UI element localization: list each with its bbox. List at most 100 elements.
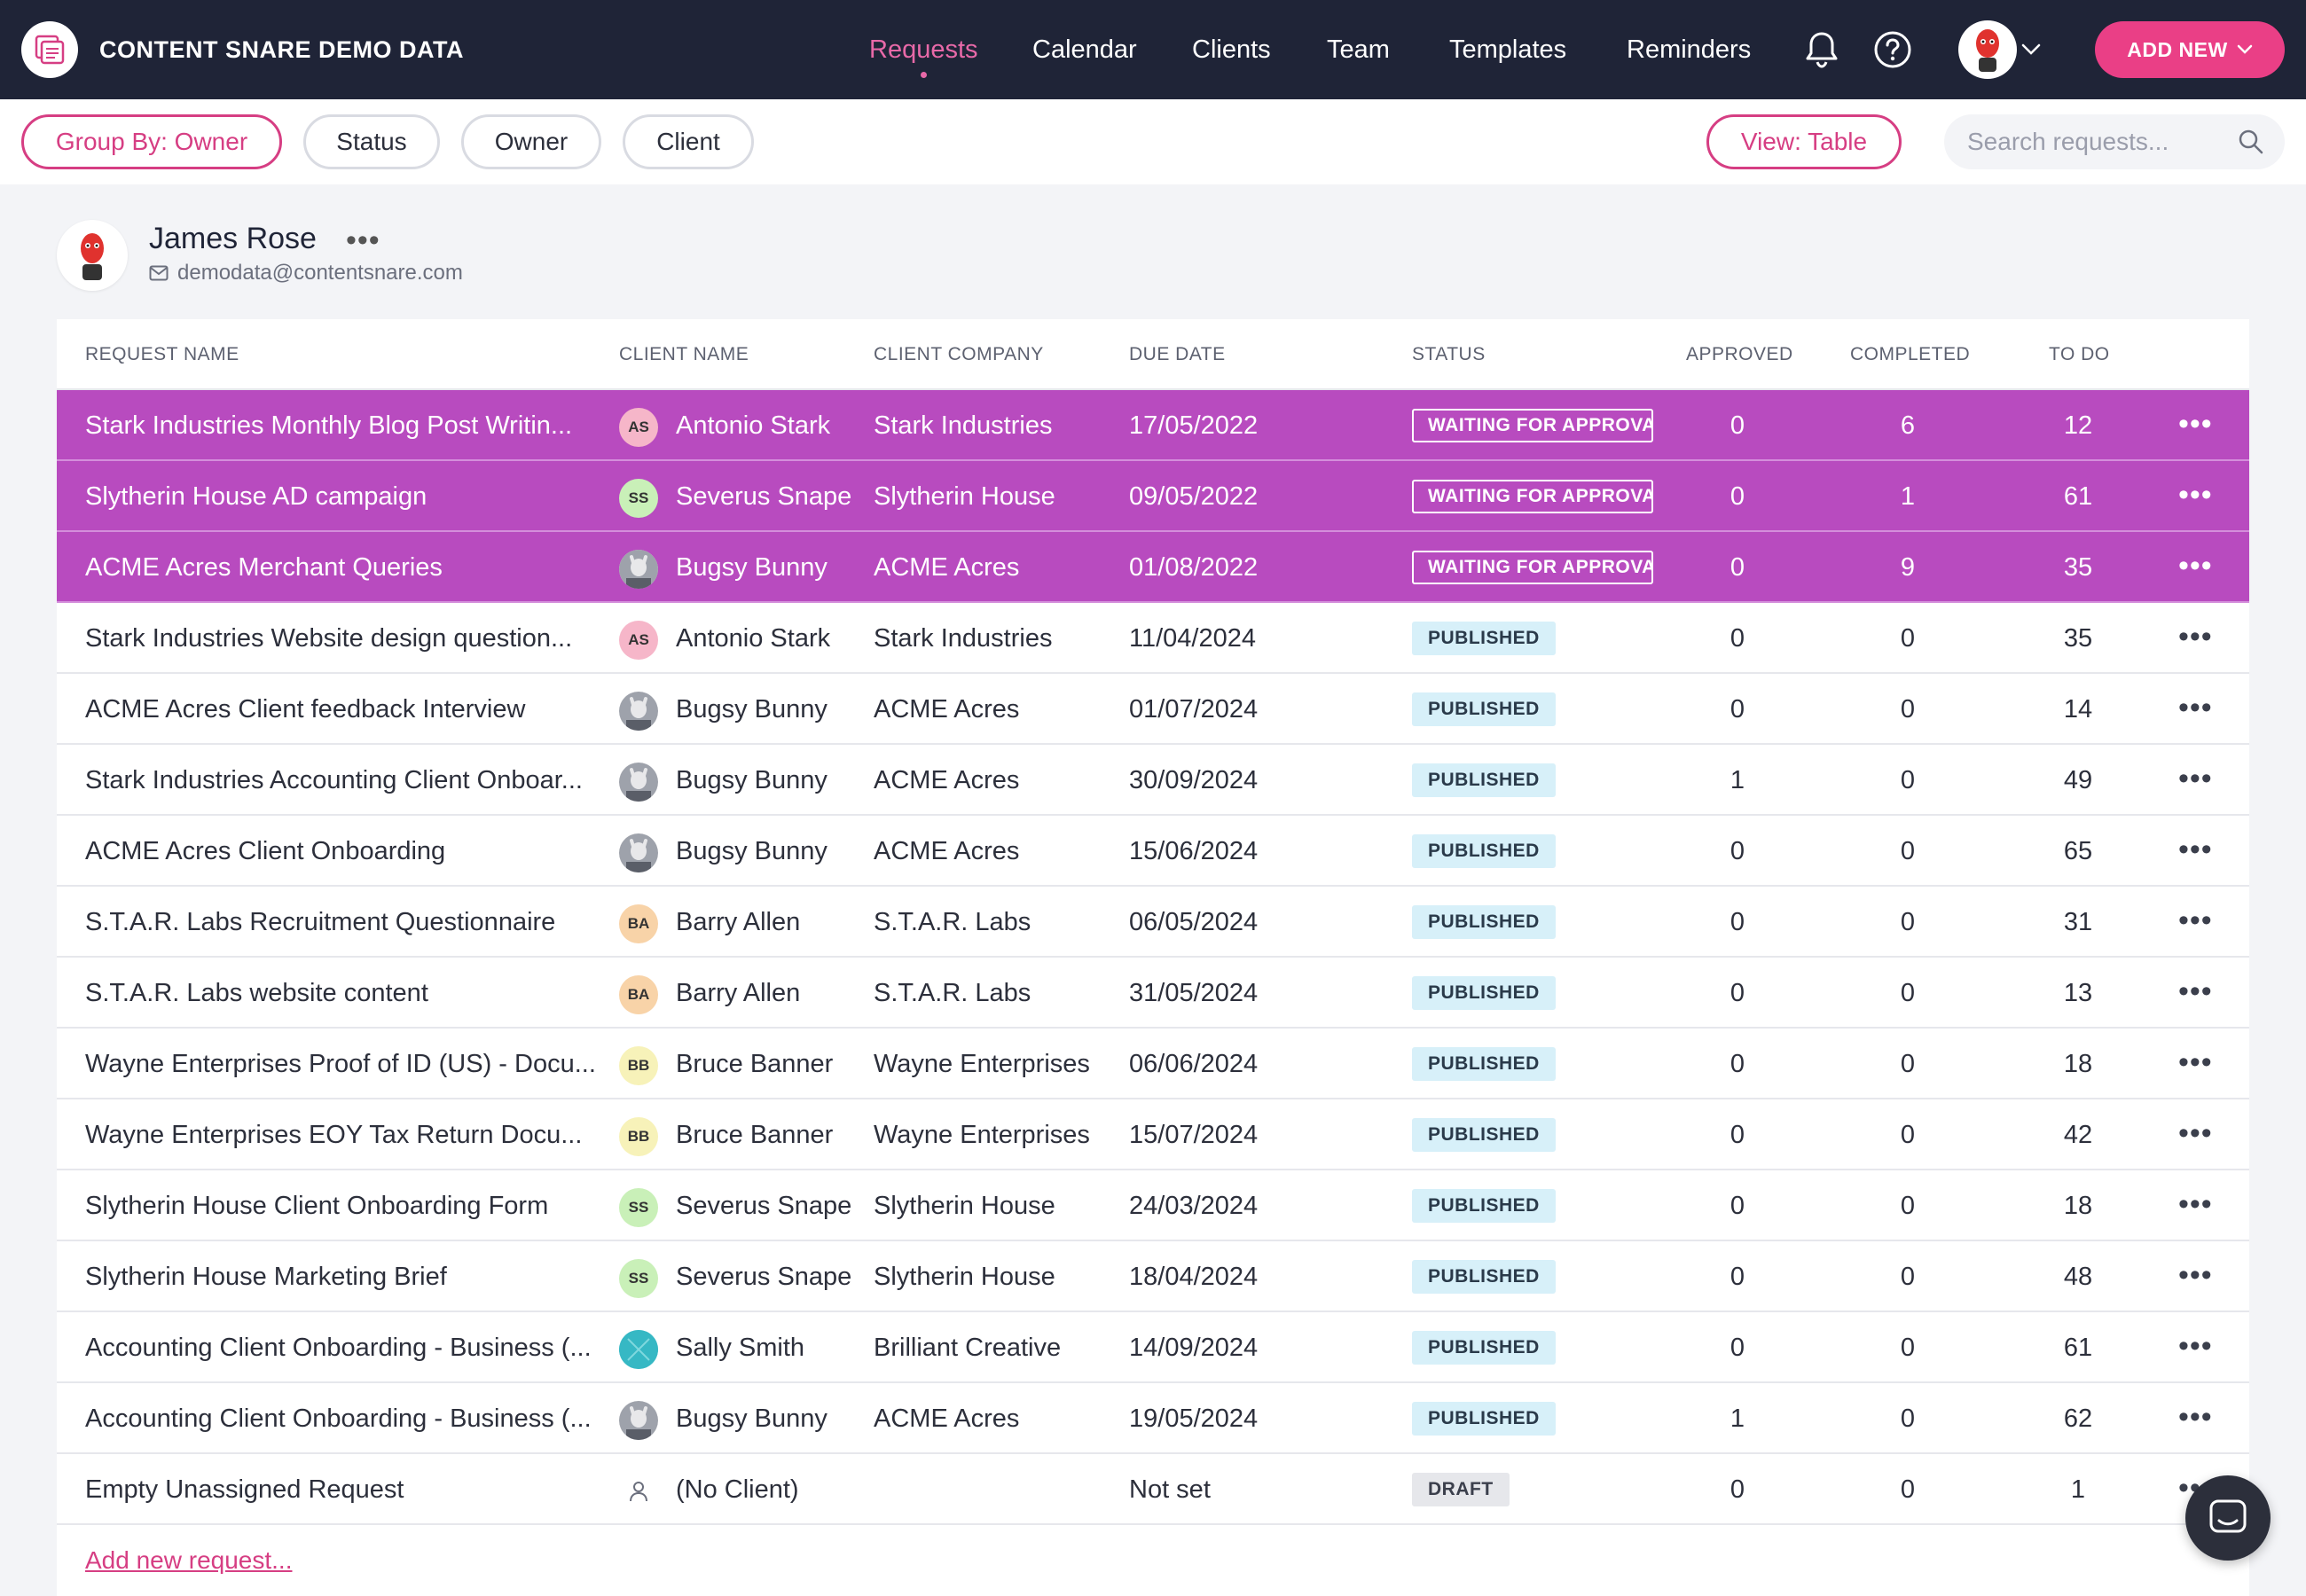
- nav-team[interactable]: Team: [1327, 35, 1390, 64]
- client-name[interactable]: Severus Snape: [676, 1263, 852, 1291]
- header-approved[interactable]: APPROVED: [1686, 344, 1793, 364]
- table-row[interactable]: Accounting Client Onboarding - Business …: [57, 1383, 2249, 1454]
- client-avatar: [619, 1401, 658, 1440]
- group-by-button[interactable]: Group By: Owner: [21, 114, 282, 169]
- row-menu-button[interactable]: •••: [2178, 691, 2213, 724]
- row-menu-button[interactable]: •••: [2178, 549, 2213, 583]
- nav-requests[interactable]: Requests: [869, 0, 978, 99]
- client-name[interactable]: Bruce Banner: [676, 1050, 834, 1078]
- request-name[interactable]: ACME Acres Client feedback Interview: [85, 695, 526, 724]
- todo-count: 42: [2063, 1121, 2093, 1149]
- row-menu-button[interactable]: •••: [2178, 1045, 2213, 1079]
- client-name[interactable]: Severus Snape: [676, 1192, 852, 1220]
- table-row[interactable]: Stark Industries Monthly Blog Post Writi…: [57, 390, 2249, 461]
- completed-count: 0: [1900, 908, 1916, 936]
- table-row[interactable]: S.T.A.R. Labs website content BA Barry All…: [57, 958, 2249, 1029]
- search-input[interactable]: [1967, 128, 2233, 156]
- todo-count: 61: [2063, 482, 2093, 511]
- row-menu-button[interactable]: •••: [2178, 478, 2213, 512]
- due-date: 31/05/2024: [1129, 979, 1259, 1007]
- request-name[interactable]: Empty Unassigned Request: [85, 1475, 404, 1504]
- row-menu-button[interactable]: •••: [2178, 762, 2213, 795]
- request-name[interactable]: S.T.A.R. Labs Recruitment Questionnaire: [85, 908, 556, 936]
- chat-support-button[interactable]: [2185, 1475, 2271, 1561]
- table-row[interactable]: Wayne Enterprises Proof of ID (US) - Doc…: [57, 1029, 2249, 1099]
- client-name[interactable]: Sally Smith: [676, 1334, 805, 1362]
- header-client-company[interactable]: CLIENT COMPANY: [874, 344, 1044, 364]
- table-row[interactable]: Wayne Enterprises EOY Tax Return Docu...…: [57, 1099, 2249, 1170]
- client-name[interactable]: Bugsy Bunny: [676, 1404, 827, 1433]
- chevron-down-icon[interactable]: [2015, 28, 2047, 71]
- client-name[interactable]: Antonio Stark: [676, 624, 831, 653]
- row-menu-button[interactable]: •••: [2178, 833, 2213, 866]
- header-to-do[interactable]: TO DO: [2049, 344, 2110, 364]
- add-new-button[interactable]: ADD NEW: [2095, 21, 2285, 78]
- client-name[interactable]: Barry Allen: [676, 979, 801, 1007]
- client-name[interactable]: Bugsy Bunny: [676, 766, 827, 794]
- owner-menu-button[interactable]: •••: [346, 223, 380, 257]
- nav-clients[interactable]: Clients: [1192, 35, 1271, 64]
- view-toggle-button[interactable]: View: Table: [1706, 114, 1902, 169]
- header-client-name[interactable]: CLIENT NAME: [619, 344, 749, 364]
- request-name[interactable]: Slytherin House Marketing Brief: [85, 1263, 447, 1291]
- row-menu-button[interactable]: •••: [2178, 1329, 2213, 1363]
- client-name[interactable]: Bruce Banner: [676, 1121, 834, 1149]
- owner-filter-button[interactable]: Owner: [461, 114, 601, 169]
- table-row[interactable]: S.T.A.R. Labs Recruitment Questionnaire B…: [57, 887, 2249, 958]
- client-name[interactable]: Bugsy Bunny: [676, 837, 827, 865]
- table-row[interactable]: Slytherin House Client Onboarding Form SS…: [57, 1170, 2249, 1241]
- request-name[interactable]: Wayne Enterprises EOY Tax Return Docu...: [85, 1121, 583, 1149]
- table-row[interactable]: ACME Acres Client Onboarding Bugsy Bunny A…: [57, 816, 2249, 887]
- user-avatar[interactable]: [1958, 20, 2017, 79]
- table-row[interactable]: Accounting Client Onboarding - Business …: [57, 1312, 2249, 1383]
- status-badge: WAITING FOR APPROVAL: [1412, 409, 1653, 442]
- header-due-date[interactable]: DUE DATE: [1129, 344, 1226, 364]
- row-menu-button[interactable]: •••: [2178, 904, 2213, 937]
- client-name[interactable]: Bugsy Bunny: [676, 553, 827, 582]
- app-logo[interactable]: [21, 21, 78, 78]
- header-request-name[interactable]: REQUEST NAME: [85, 344, 239, 364]
- client-filter-button[interactable]: Client: [623, 114, 754, 169]
- nav-templates[interactable]: Templates: [1449, 35, 1567, 64]
- client-name[interactable]: (No Client): [676, 1475, 799, 1504]
- row-menu-button[interactable]: •••: [2178, 1116, 2213, 1150]
- client-name[interactable]: Bugsy Bunny: [676, 695, 827, 724]
- request-name[interactable]: Slytherin House Client Onboarding Form: [85, 1192, 549, 1220]
- table-row[interactable]: Slytherin House Marketing Brief SS Severus…: [57, 1241, 2249, 1312]
- status-filter-button[interactable]: Status: [303, 114, 440, 169]
- row-menu-button[interactable]: •••: [2178, 974, 2213, 1008]
- add-new-request-link[interactable]: Add new request...: [85, 1546, 293, 1574]
- request-name[interactable]: Stark Industries Monthly Blog Post Writi…: [85, 411, 573, 440]
- header-completed[interactable]: COMPLETED: [1850, 344, 1971, 364]
- bell-icon[interactable]: [1800, 28, 1843, 71]
- nav-calendar[interactable]: Calendar: [1032, 35, 1137, 64]
- client-name[interactable]: Severus Snape: [676, 482, 852, 511]
- row-menu-button[interactable]: •••: [2178, 1258, 2213, 1292]
- client-name[interactable]: Barry Allen: [676, 908, 801, 936]
- request-name[interactable]: Accounting Client Onboarding - Business …: [85, 1334, 592, 1362]
- row-menu-button[interactable]: •••: [2178, 1400, 2213, 1434]
- client-company: Slytherin House: [874, 1263, 1055, 1291]
- nav-reminders[interactable]: Reminders: [1627, 35, 1752, 64]
- table-row[interactable]: Empty Unassigned Request (No Client) Not s…: [57, 1454, 2249, 1525]
- status-badge: PUBLISHED: [1412, 976, 1556, 1010]
- request-name[interactable]: Stark Industries Website design question…: [85, 624, 573, 653]
- table-row[interactable]: Stark Industries Accounting Client Onboa…: [57, 745, 2249, 816]
- help-icon[interactable]: [1871, 28, 1914, 71]
- request-name[interactable]: Stark Industries Accounting Client Onboa…: [85, 766, 583, 794]
- table-row[interactable]: Stark Industries Website design question…: [57, 603, 2249, 674]
- table-row[interactable]: Slytherin House AD campaign SS Severus Sna…: [57, 461, 2249, 532]
- request-name[interactable]: Accounting Client Onboarding - Business …: [85, 1404, 592, 1433]
- header-status[interactable]: STATUS: [1412, 344, 1486, 364]
- table-row[interactable]: ACME Acres Merchant Queries Bugsy Bunny AC…: [57, 532, 2249, 603]
- request-name[interactable]: Wayne Enterprises Proof of ID (US) - Doc…: [85, 1050, 596, 1078]
- row-menu-button[interactable]: •••: [2178, 407, 2213, 441]
- request-name[interactable]: ACME Acres Merchant Queries: [85, 553, 443, 582]
- request-name[interactable]: ACME Acres Client Onboarding: [85, 837, 446, 865]
- request-name[interactable]: S.T.A.R. Labs website content: [85, 979, 428, 1007]
- table-row[interactable]: ACME Acres Client feedback Interview Bugs…: [57, 674, 2249, 745]
- request-name[interactable]: Slytherin House AD campaign: [85, 482, 427, 511]
- row-menu-button[interactable]: •••: [2178, 620, 2213, 653]
- row-menu-button[interactable]: •••: [2178, 1187, 2213, 1221]
- client-name[interactable]: Antonio Stark: [676, 411, 831, 440]
